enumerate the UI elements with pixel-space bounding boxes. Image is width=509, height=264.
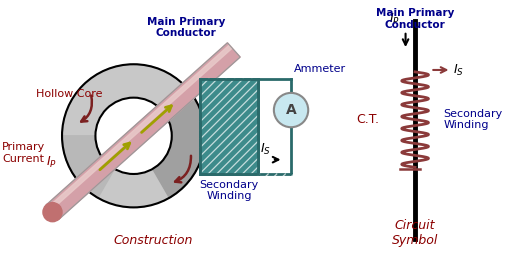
Text: $I_S$: $I_S$: [453, 62, 463, 78]
Text: C.T.: C.T.: [355, 113, 378, 126]
Bar: [200, 79, 257, 174]
Text: Construction: Construction: [113, 234, 192, 247]
Circle shape: [43, 202, 62, 222]
Polygon shape: [48, 45, 232, 210]
Text: Primary
Current: Primary Current: [2, 142, 45, 164]
Text: $I_P$: $I_P$: [388, 12, 399, 27]
Text: Ammeter: Ammeter: [293, 64, 346, 74]
Text: Secondary
Winding: Secondary Winding: [443, 109, 502, 130]
Ellipse shape: [62, 64, 205, 208]
Circle shape: [273, 93, 307, 127]
Polygon shape: [46, 43, 240, 219]
Bar: [200, 79, 257, 174]
Text: $I_S$: $I_S$: [260, 142, 271, 157]
Text: Circuit
Symbol: Circuit Symbol: [391, 219, 437, 247]
Text: Main Primary
Conductor: Main Primary Conductor: [375, 8, 454, 30]
Wedge shape: [62, 136, 115, 198]
Wedge shape: [152, 100, 205, 198]
Text: Main Primary
Conductor: Main Primary Conductor: [147, 17, 225, 38]
Text: Secondary
Winding: Secondary Winding: [199, 180, 258, 201]
Text: A: A: [285, 103, 296, 117]
Ellipse shape: [95, 98, 172, 174]
Text: Hollow Core: Hollow Core: [36, 89, 102, 99]
Text: $I_P$: $I_P$: [46, 155, 56, 170]
